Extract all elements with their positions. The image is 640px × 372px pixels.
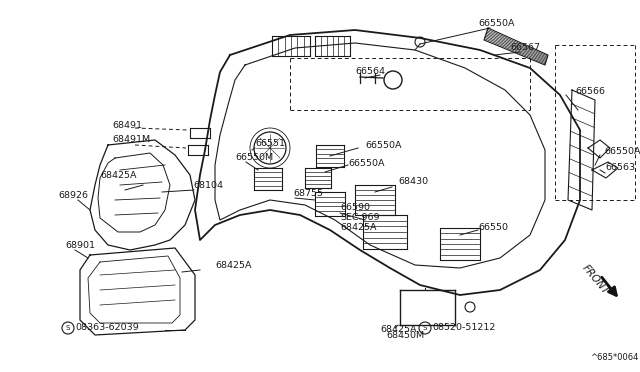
Text: 66567: 66567 [510, 44, 540, 52]
Text: 68450M: 68450M [386, 330, 424, 340]
Text: 68755: 68755 [293, 189, 323, 198]
Text: FRONT: FRONT [580, 263, 611, 297]
Text: 68430: 68430 [398, 177, 428, 186]
Text: 66564: 66564 [355, 67, 385, 77]
Text: 66550M: 66550M [235, 154, 273, 163]
Text: 08363-62039: 08363-62039 [75, 324, 139, 333]
Text: 66563: 66563 [605, 164, 635, 173]
Text: 68425A: 68425A [340, 224, 376, 232]
Text: 66590: 66590 [340, 203, 370, 212]
Text: 66566: 66566 [575, 87, 605, 96]
Text: 68425A: 68425A [100, 170, 136, 180]
Text: 68425A: 68425A [215, 260, 252, 269]
Text: 68926: 68926 [58, 192, 88, 201]
Text: 68425A: 68425A [380, 326, 417, 334]
Text: S: S [423, 325, 427, 331]
Text: S: S [66, 325, 70, 331]
Text: SEC.969: SEC.969 [340, 214, 380, 222]
Text: 66550A: 66550A [604, 148, 640, 157]
Text: 66550A: 66550A [348, 158, 385, 167]
Text: 68491M: 68491M [112, 135, 150, 144]
Text: 66551: 66551 [255, 138, 285, 148]
Text: ^685*0064: ^685*0064 [590, 353, 638, 362]
Text: 68104: 68104 [193, 180, 223, 189]
Text: 68491: 68491 [112, 121, 142, 129]
Text: 66550A: 66550A [365, 141, 401, 150]
Text: 66550A: 66550A [478, 19, 515, 29]
Text: 08520-51212: 08520-51212 [432, 324, 495, 333]
Text: 68901: 68901 [65, 241, 95, 250]
Text: 66550: 66550 [478, 224, 508, 232]
